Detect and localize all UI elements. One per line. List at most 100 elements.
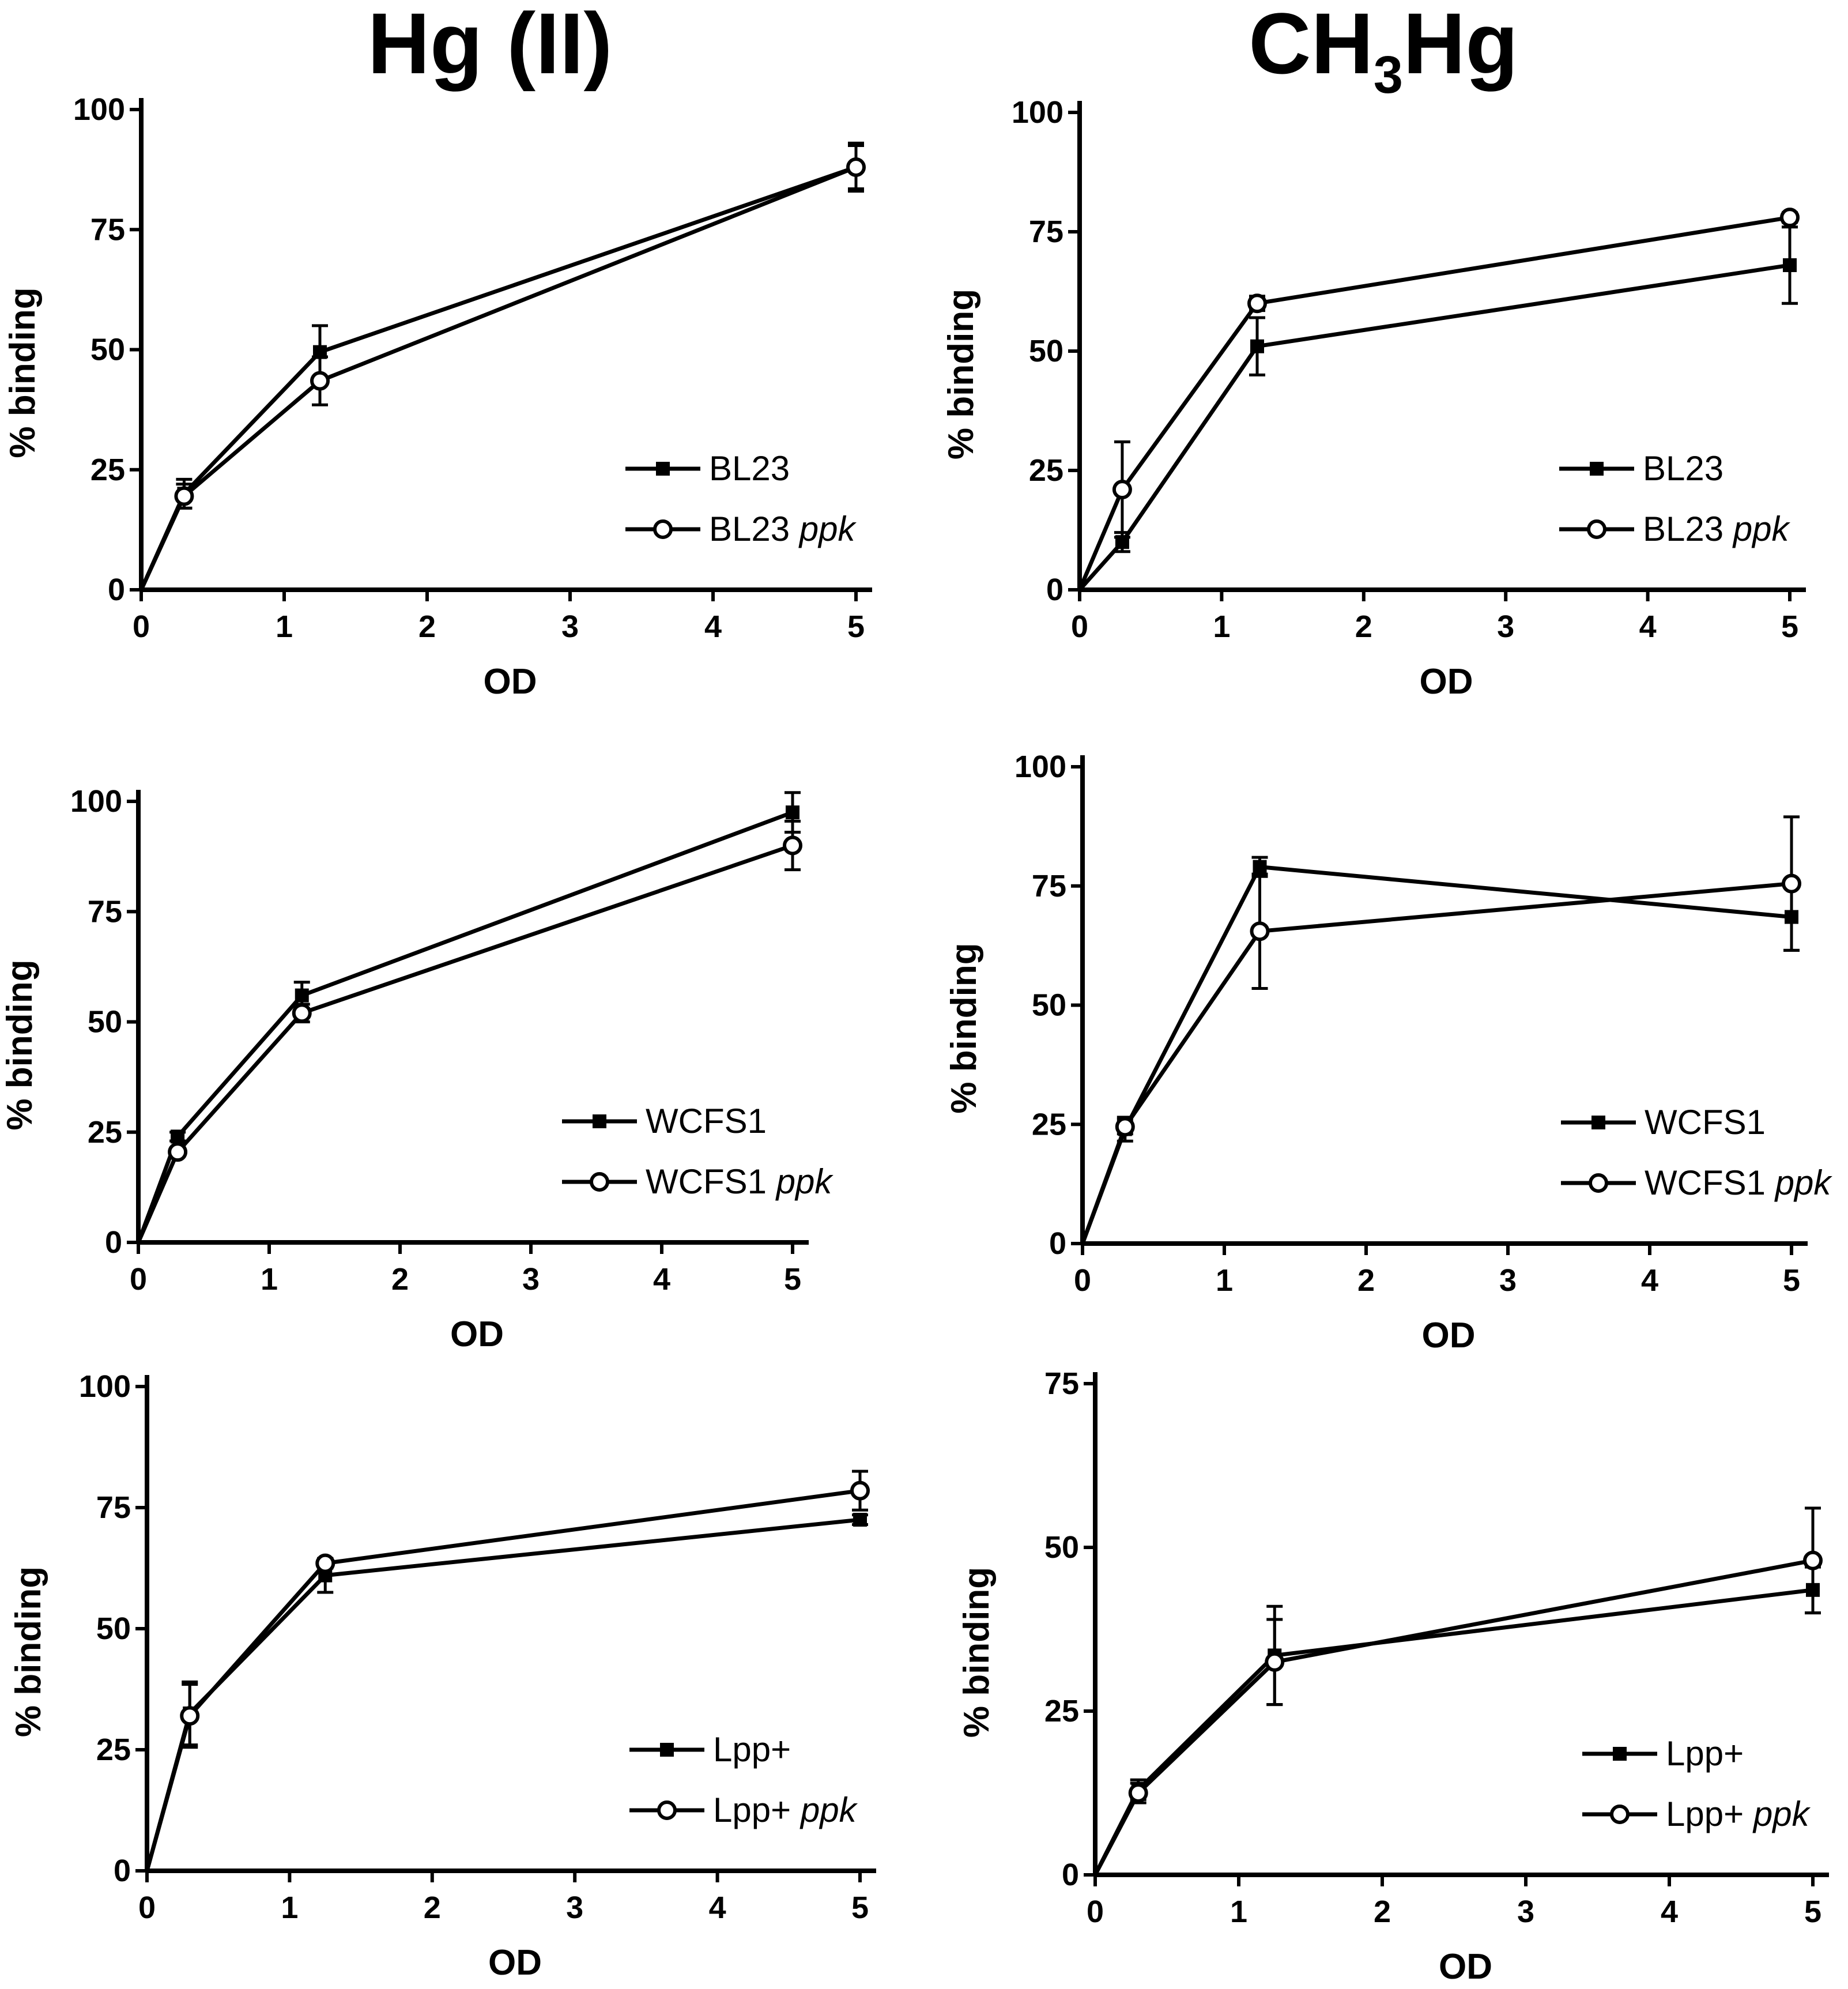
- data-point: [1112, 480, 1132, 500]
- series-ppk: [145, 1470, 870, 1871]
- y-tick-label: 25: [90, 453, 125, 487]
- y-tick-label: 50: [90, 333, 125, 367]
- y-tick-label: 25: [1032, 1107, 1066, 1142]
- legend-marker: [1590, 462, 1604, 476]
- x-tick-label: 2: [418, 609, 436, 644]
- y-tick-label: 25: [1044, 1694, 1079, 1728]
- column-title-ch3hg-tail: Hg: [1402, 0, 1518, 92]
- series-ppk: [136, 819, 802, 1244]
- x-tick-label: 5: [1783, 1263, 1800, 1298]
- x-tick-label: 0: [130, 1262, 147, 1297]
- x-tick-label: 1: [1213, 609, 1230, 644]
- x-tick-label: 5: [847, 609, 865, 644]
- data-point: [168, 1142, 188, 1162]
- x-tick-label: 0: [1071, 609, 1088, 644]
- legend-label-mutation: ppk: [1766, 1163, 1832, 1202]
- legend-label-strain: WCFS1: [646, 1102, 767, 1140]
- data-point: [180, 1706, 200, 1726]
- series-line: [1093, 1558, 1813, 1876]
- legend-marker: [653, 519, 673, 539]
- data-point: [850, 1481, 870, 1501]
- y-axis-label: % binding: [957, 1567, 997, 1738]
- legend-label-mutation: ppk: [1744, 1795, 1811, 1833]
- series-line: [136, 843, 794, 1244]
- data-point: [1128, 1783, 1148, 1803]
- column-title-hg2: Hg (II): [346, 0, 634, 86]
- legend-label: BL23 ppk: [1643, 510, 1791, 548]
- data-point: [310, 371, 330, 391]
- data-point: [315, 1553, 335, 1573]
- data-point: [1247, 293, 1267, 314]
- x-tick-label: 4: [704, 609, 722, 644]
- y-tick-label: 75: [88, 894, 122, 929]
- y-tick-label: 0: [105, 1225, 122, 1260]
- x-tick-label: 1: [261, 1262, 278, 1297]
- legend-marker: [1589, 1173, 1608, 1193]
- y-tick-label: 50: [1032, 988, 1066, 1023]
- y-axis-label: % binding: [0, 959, 40, 1130]
- y-tick-label: 100: [1012, 95, 1063, 130]
- data-point: [1115, 1117, 1135, 1137]
- data-point: [1250, 921, 1270, 941]
- column-title-ch3hg-subscript: 3: [1373, 46, 1403, 104]
- x-tick-label: 5: [1781, 609, 1798, 644]
- legend-marker: [657, 1800, 677, 1820]
- y-tick-label: 0: [114, 1854, 131, 1888]
- x-axis-label: OD: [484, 662, 537, 702]
- y-tick-label: 50: [1044, 1530, 1079, 1565]
- series-line: [1077, 215, 1790, 591]
- legend-label: Lpp+: [1666, 1734, 1744, 1773]
- x-tick-label: 4: [1661, 1894, 1678, 1929]
- legend-label-mutation: ppk: [767, 1162, 834, 1201]
- x-tick-label: 3: [1499, 1263, 1517, 1298]
- x-tick-label: 0: [1074, 1263, 1091, 1298]
- x-tick-label: 5: [784, 1262, 801, 1297]
- x-tick-label: 3: [566, 1890, 583, 1925]
- data-point: [786, 805, 799, 820]
- y-tick-label: 75: [1032, 869, 1066, 903]
- x-tick-label: 5: [1804, 1894, 1821, 1929]
- series-ppk: [1077, 208, 1800, 591]
- y-tick-label: 75: [1044, 1366, 1079, 1401]
- legend-marker: [590, 1172, 609, 1192]
- legend-label: WCFS1 ppk: [1645, 1163, 1832, 1202]
- y-tick-label: 0: [1049, 1226, 1066, 1261]
- legend-label: BL23 ppk: [709, 510, 857, 548]
- x-tick-label: 3: [1497, 609, 1514, 644]
- legend-label: BL23: [1643, 449, 1723, 488]
- legend-label-strain: Lpp+: [713, 1791, 791, 1829]
- data-point: [292, 1003, 312, 1023]
- x-tick-label: 0: [133, 609, 150, 644]
- series-line: [139, 165, 857, 591]
- legend-label-strain: BL23: [1643, 449, 1723, 488]
- legend-label: WCFS1: [646, 1102, 767, 1140]
- series-line: [145, 1489, 861, 1871]
- y-tick-label: 75: [1029, 214, 1063, 249]
- x-tick-label: 1: [1230, 1894, 1247, 1929]
- data-point: [1783, 258, 1797, 272]
- legend-label: Lpp+ ppk: [1666, 1795, 1811, 1833]
- series-line: [136, 810, 794, 1244]
- data-point: [295, 988, 309, 1003]
- y-tick-label: 75: [90, 212, 125, 247]
- legend-label-strain: BL23: [709, 510, 790, 548]
- x-tick-label: 3: [1517, 1894, 1534, 1929]
- y-tick-label: 100: [70, 784, 122, 819]
- legend-label-strain: WCFS1: [646, 1162, 767, 1201]
- data-point: [1253, 860, 1267, 874]
- y-axis-label: % binding: [3, 287, 43, 458]
- x-axis-label: OD: [1439, 1947, 1492, 1987]
- x-tick-label: 3: [561, 609, 579, 644]
- y-tick-label: 25: [1029, 453, 1063, 488]
- x-tick-label: 2: [1355, 609, 1372, 644]
- legend-marker: [1613, 1747, 1627, 1761]
- x-tick-label: 0: [138, 1890, 156, 1925]
- legend: WCFS1 WCFS1 ppk: [562, 1102, 834, 1201]
- x-tick-label: 2: [1374, 1894, 1391, 1929]
- legend-label-strain: BL23: [1643, 510, 1723, 548]
- series-parent: [1078, 225, 1798, 592]
